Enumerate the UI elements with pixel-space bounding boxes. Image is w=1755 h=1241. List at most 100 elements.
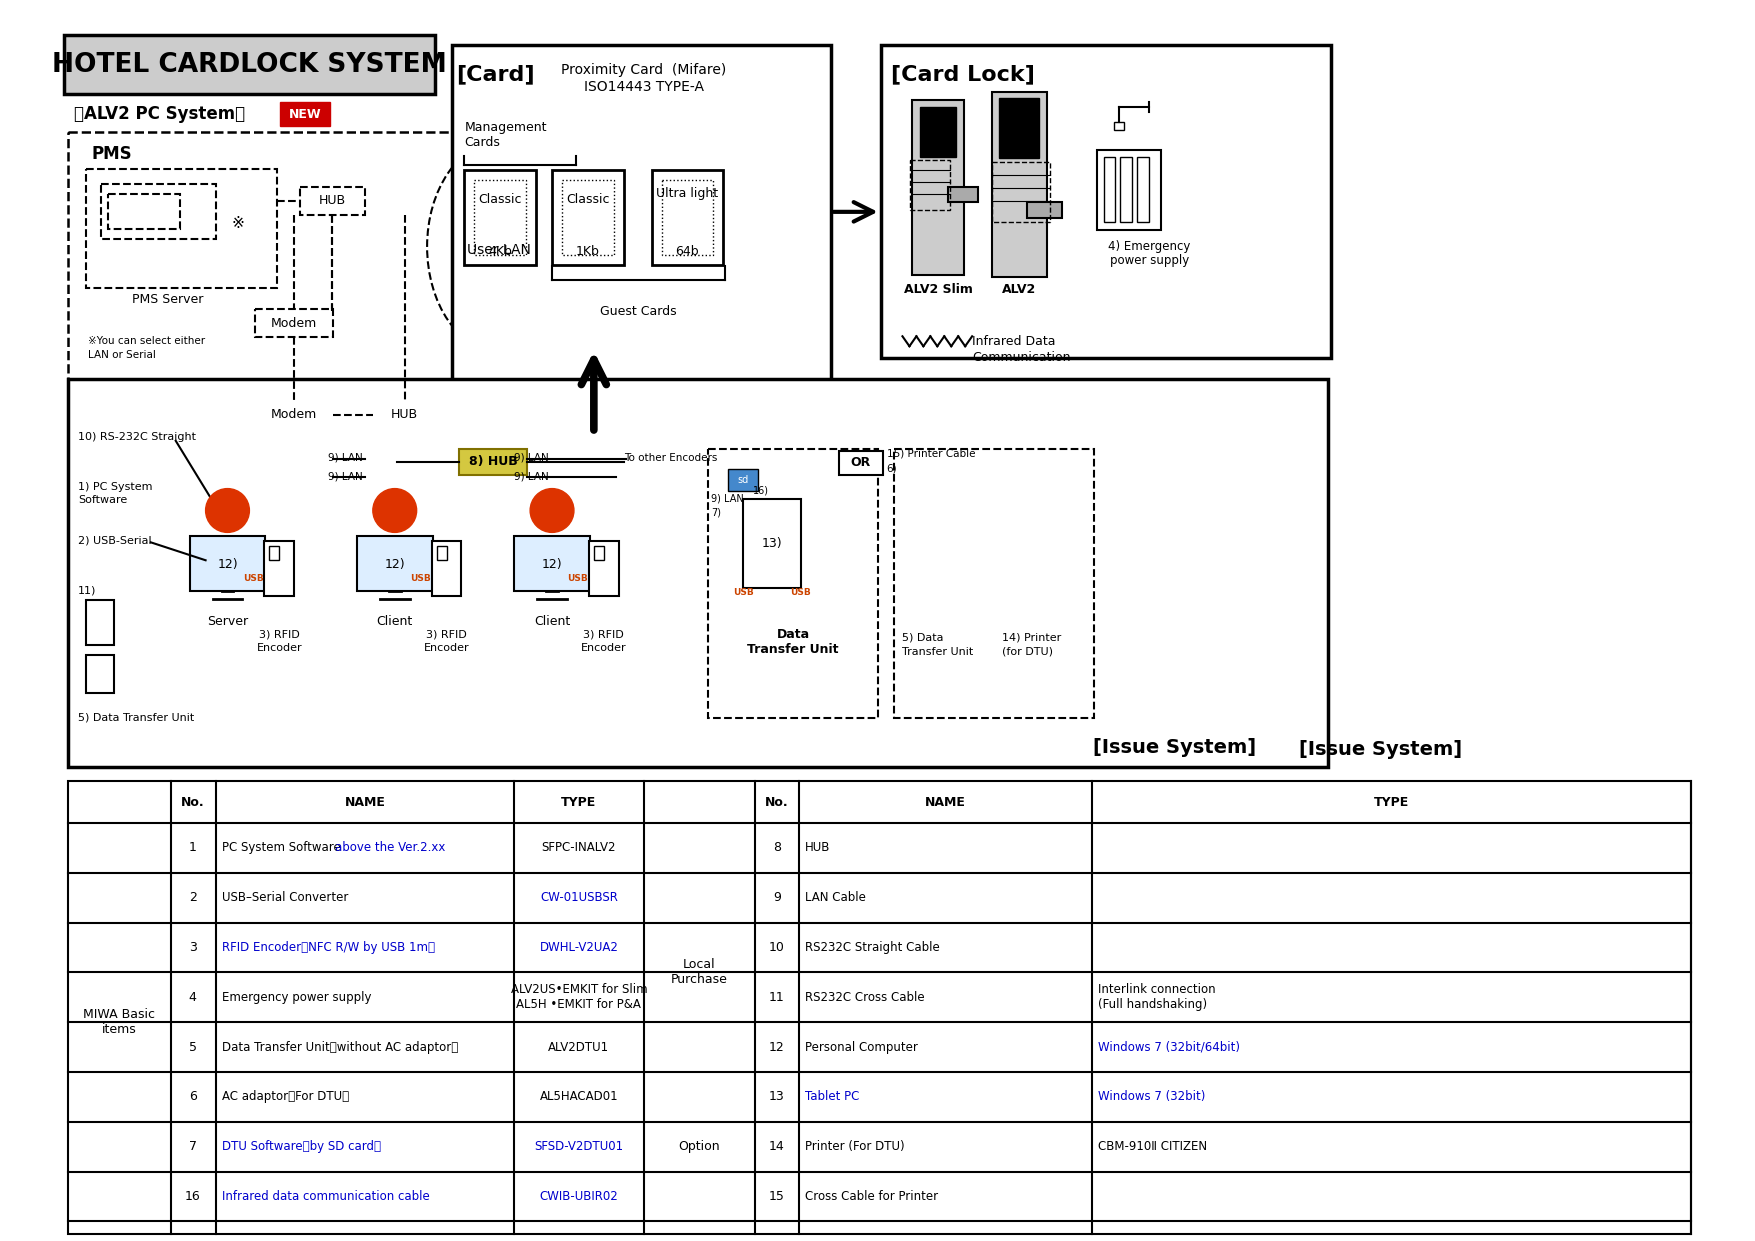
Bar [1120, 158, 1132, 222]
Text: ※: ※ [232, 216, 244, 231]
Text: CBM-910Ⅱ CITIZEN: CBM-910Ⅱ CITIZEN [1097, 1140, 1207, 1153]
Bar [839, 450, 883, 474]
Text: Local
Purchase: Local Purchase [670, 958, 728, 987]
Text: 14) Printer: 14) Printer [1002, 633, 1062, 643]
Text: USB: USB [734, 588, 753, 597]
Text: HUB: HUB [806, 841, 830, 855]
Text: Classic: Classic [479, 194, 521, 206]
Bar [590, 541, 620, 596]
Text: 3) RFID: 3) RFID [260, 630, 300, 640]
Text: HOTEL CARDLOCK SYSTEM: HOTEL CARDLOCK SYSTEM [53, 52, 448, 77]
Text: 16: 16 [184, 1190, 200, 1203]
Text: Communication: Communication [972, 351, 1071, 364]
Text: Encoder: Encoder [423, 643, 469, 653]
Bar [190, 536, 265, 591]
Text: 5) Data Transfer Unit: 5) Data Transfer Unit [79, 712, 195, 722]
Text: 5) Data: 5) Data [902, 633, 944, 643]
Text: NAME: NAME [925, 795, 965, 809]
Text: OR: OR [851, 457, 870, 469]
Text: DWHL-V2UA2: DWHL-V2UA2 [539, 941, 618, 954]
Bar [256, 309, 333, 338]
Text: Encoder: Encoder [256, 643, 302, 653]
Text: Client: Client [377, 616, 412, 628]
Text: Windows 7 (32bit): Windows 7 (32bit) [1097, 1091, 1206, 1103]
Bar [474, 180, 526, 254]
Text: Interlink connection
(Full handshaking): Interlink connection (Full handshaking) [1097, 983, 1214, 1011]
Bar [68, 133, 498, 379]
Bar [920, 107, 956, 158]
Text: 5: 5 [188, 1040, 197, 1054]
Bar [68, 782, 1690, 1235]
Text: 1Kb: 1Kb [576, 246, 600, 258]
Text: ALV2 Slim: ALV2 Slim [904, 283, 972, 297]
Text: CWIB-UBIR02: CWIB-UBIR02 [539, 1190, 618, 1203]
Text: Guest Cards: Guest Cards [600, 305, 677, 318]
Text: AL5HACAD01: AL5HACAD01 [539, 1091, 618, 1103]
Text: HUB: HUB [318, 195, 346, 207]
Text: Option: Option [679, 1140, 720, 1153]
Text: 64b: 64b [676, 246, 698, 258]
Text: CW-01USBSR: CW-01USBSR [541, 891, 618, 905]
Text: 11): 11) [79, 586, 97, 596]
Text: (for DTU): (for DTU) [1002, 647, 1053, 656]
Text: 12): 12) [542, 557, 562, 571]
Text: Encoder: Encoder [581, 643, 627, 653]
Text: Windows 7 (32bit/64bit): Windows 7 (32bit/64bit) [1097, 1040, 1239, 1054]
Text: 9) LAN: 9) LAN [328, 472, 363, 482]
Text: [Issue System]: [Issue System] [1093, 738, 1257, 757]
Text: Classic: Classic [567, 194, 609, 206]
Bar [460, 449, 526, 474]
Text: USB: USB [242, 573, 263, 583]
Text: PMS Server: PMS Server [132, 293, 204, 307]
Bar [742, 499, 800, 588]
Bar [256, 401, 333, 429]
Text: 7: 7 [188, 1140, 197, 1153]
Text: Server: Server [207, 616, 247, 628]
Text: LAN or Serial: LAN or Serial [88, 350, 156, 360]
Text: sd: sd [737, 474, 749, 485]
Text: ※You can select either: ※You can select either [88, 336, 205, 346]
Text: Transfer Unit: Transfer Unit [902, 647, 974, 656]
Bar [992, 92, 1046, 277]
Text: 4) Emergency: 4) Emergency [1107, 241, 1190, 253]
Text: AC adaptor（For DTU）: AC adaptor（For DTU） [221, 1091, 349, 1103]
Text: 2: 2 [190, 891, 197, 905]
Text: Emergency power supply: Emergency power supply [221, 990, 370, 1004]
Text: PC System Software: PC System Software [221, 841, 344, 855]
Text: 12): 12) [218, 557, 239, 571]
Text: 4Kb: 4Kb [488, 246, 512, 258]
Text: RFID Encoder（NFC R/W by USB 1m）: RFID Encoder（NFC R/W by USB 1m） [221, 941, 435, 954]
Bar [562, 180, 614, 254]
Text: Cross Cable for Printer: Cross Cable for Printer [806, 1190, 937, 1203]
Text: No.: No. [765, 795, 788, 809]
Bar [102, 184, 216, 238]
Circle shape [372, 489, 416, 532]
Bar [86, 601, 114, 645]
Text: [Issue System]: [Issue System] [1299, 740, 1462, 759]
Bar [372, 401, 437, 429]
Text: Software: Software [79, 495, 128, 505]
Text: [Card]: [Card] [456, 65, 535, 84]
Bar [1097, 150, 1162, 230]
Text: USB: USB [790, 588, 811, 597]
Bar [1137, 158, 1150, 222]
Bar [881, 45, 1330, 359]
Text: ALV2DTU1: ALV2DTU1 [548, 1040, 609, 1054]
Text: 16): 16) [753, 485, 769, 495]
Text: 6: 6 [190, 1091, 197, 1103]
Text: [Card Lock]: [Card Lock] [890, 65, 1034, 84]
Text: Transfer Unit: Transfer Unit [748, 643, 839, 656]
Bar [65, 35, 435, 94]
Text: power supply: power supply [1109, 254, 1188, 267]
Text: RS232C Straight Cable: RS232C Straight Cable [806, 941, 939, 954]
Text: 6): 6) [886, 464, 897, 474]
Text: SFSD-V2DTU01: SFSD-V2DTU01 [534, 1140, 623, 1153]
Text: Personal Computer: Personal Computer [806, 1040, 918, 1054]
Text: 13): 13) [762, 537, 783, 550]
Text: SFPC-INALV2: SFPC-INALV2 [542, 841, 616, 855]
Text: HUB: HUB [391, 408, 418, 422]
Bar [593, 546, 604, 560]
Bar [514, 536, 590, 591]
Text: 9: 9 [774, 891, 781, 905]
Text: 4: 4 [190, 990, 197, 1004]
